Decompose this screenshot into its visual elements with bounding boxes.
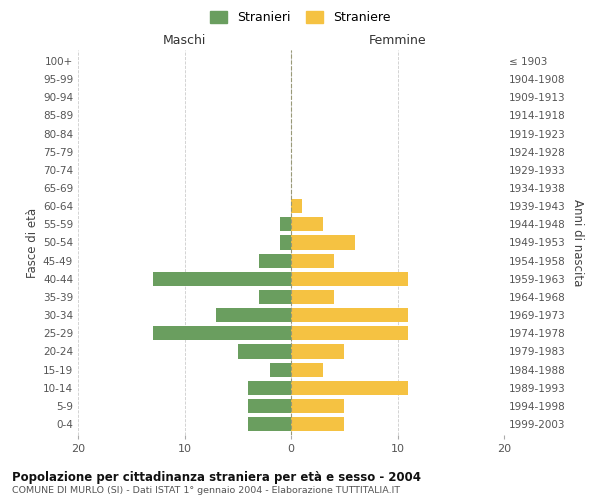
Bar (217, 308, 291, 322)
Y-axis label: Fasce di età: Fasce di età (26, 208, 39, 278)
Bar (291, 236, 355, 250)
Text: Maschi: Maschi (163, 34, 206, 48)
Bar (152, 272, 291, 286)
Bar (291, 199, 302, 214)
Bar (259, 290, 291, 304)
Text: Femmine: Femmine (368, 34, 427, 48)
Bar (248, 417, 291, 431)
Bar (291, 380, 408, 395)
Bar (248, 380, 291, 395)
Bar (291, 254, 334, 268)
Bar (291, 218, 323, 232)
Text: COMUNE DI MURLO (SI) - Dati ISTAT 1° gennaio 2004 - Elaborazione TUTTITALIA.IT: COMUNE DI MURLO (SI) - Dati ISTAT 1° gen… (12, 486, 400, 495)
Text: Popolazione per cittadinanza straniera per età e sesso - 2004: Popolazione per cittadinanza straniera p… (12, 471, 421, 484)
Bar (291, 399, 344, 413)
Bar (280, 218, 291, 232)
Y-axis label: Anni di nascita: Anni di nascita (571, 199, 584, 286)
Bar (280, 236, 291, 250)
Bar (291, 344, 344, 358)
Bar (152, 326, 291, 340)
Bar (291, 308, 408, 322)
Bar (238, 344, 291, 358)
Bar (291, 326, 408, 340)
Bar (270, 362, 291, 376)
Legend: Stranieri, Straniere: Stranieri, Straniere (205, 6, 395, 29)
Bar (248, 399, 291, 413)
Bar (291, 290, 334, 304)
Bar (291, 272, 408, 286)
Bar (259, 254, 291, 268)
Bar (291, 362, 323, 376)
Bar (291, 417, 344, 431)
